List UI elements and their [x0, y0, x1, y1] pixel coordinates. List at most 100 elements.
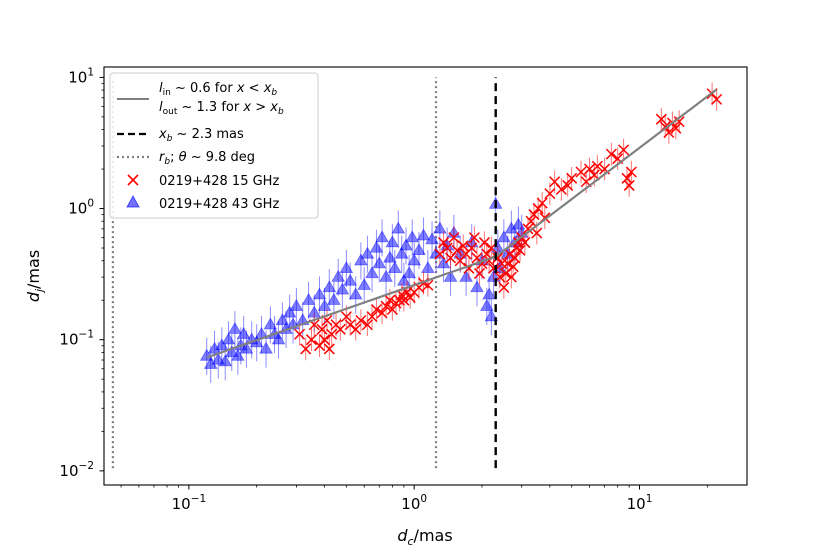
point-15ghz-stroke — [531, 227, 543, 239]
point-15ghz-stroke — [528, 209, 540, 221]
point-15ghz-stroke — [344, 319, 356, 331]
point-15ghz-stroke — [366, 311, 378, 323]
legend-15ghz-label: 0219+428 15 GHz — [159, 174, 279, 189]
point-15ghz — [384, 294, 396, 306]
point-43ghz — [271, 332, 286, 345]
point-43ghz — [412, 243, 426, 255]
point-15ghz-stroke — [536, 197, 548, 209]
point-15ghz — [673, 116, 685, 128]
point-43ghz — [372, 256, 387, 269]
point-43ghz — [218, 354, 233, 367]
point-15ghz — [468, 232, 480, 244]
y-tick-base: 10 — [68, 68, 87, 86]
point-43ghz — [470, 280, 484, 293]
point-15ghz — [711, 93, 723, 105]
point-43ghz — [407, 253, 422, 266]
point-15ghz — [507, 261, 519, 273]
point-15ghz — [509, 252, 521, 264]
point-15ghz — [361, 319, 373, 331]
point-43ghz — [385, 235, 400, 248]
point-43ghz — [391, 221, 406, 234]
point-43ghz — [224, 345, 239, 358]
point-15ghz-stroke — [492, 252, 504, 264]
point-15ghz-stroke — [457, 240, 469, 252]
point-15ghz — [498, 281, 510, 294]
x-axis-ticks: 10−1 100 101 — [120, 485, 708, 513]
x-tick-exp: 0 — [420, 493, 427, 505]
y-tick-base: 10 — [59, 462, 78, 480]
point-43ghz — [214, 338, 229, 351]
point-15ghz-stroke — [673, 116, 685, 128]
point-15ghz — [355, 314, 367, 327]
point-15ghz-stroke — [404, 291, 416, 303]
point-43ghz — [282, 305, 297, 318]
point-43ghz — [343, 273, 358, 286]
point-15ghz — [478, 237, 490, 249]
point-43ghz — [394, 246, 409, 259]
point-43ghz — [357, 277, 372, 290]
point-15ghz — [326, 328, 338, 340]
point-15ghz-stroke — [502, 258, 514, 270]
point-15ghz-stroke — [355, 314, 367, 327]
point-15ghz-stroke — [478, 237, 490, 249]
point-15ghz-stroke — [300, 343, 312, 355]
x-tick-label: 101 — [627, 493, 653, 513]
point-15ghz-stroke — [562, 179, 574, 191]
point-15ghz-stroke — [321, 314, 333, 327]
legend: lin ~ 0.6 for x < xb lout ~ 1.3 for x > … — [109, 72, 319, 219]
y-axis-label: dj/mas — [24, 250, 46, 302]
point-15ghz-stroke — [544, 188, 556, 200]
point-43ghz — [259, 341, 273, 354]
point-15ghz — [505, 271, 517, 283]
point-15ghz — [319, 334, 331, 346]
x-tick-label: 10−1 — [172, 493, 207, 513]
point-15ghz — [445, 252, 457, 264]
point-15ghz — [625, 166, 637, 178]
y-tick-label: 100 — [68, 198, 94, 218]
point-15ghz — [621, 172, 633, 184]
point-15ghz — [575, 166, 587, 178]
point-43ghz — [482, 287, 496, 300]
y-tick-exp: 1 — [87, 66, 94, 78]
point-43ghz — [383, 250, 397, 263]
point-15ghz — [528, 209, 540, 221]
point-15ghz-stroke — [514, 244, 526, 256]
point-15ghz-stroke — [316, 323, 328, 335]
point-15ghz-stroke — [474, 267, 486, 279]
point-15ghz-stroke — [498, 281, 510, 294]
point-15ghz — [466, 242, 478, 254]
point-43ghz — [416, 228, 431, 241]
data-layer — [111, 77, 723, 469]
point-43ghz — [402, 266, 417, 279]
point-43ghz — [369, 240, 384, 253]
legend-fit-line-1: lin ~ 0.6 for x < xb — [159, 81, 277, 98]
point-15ghz-stroke — [319, 334, 331, 346]
point-15ghz-stroke — [655, 113, 667, 125]
point-15ghz-stroke — [340, 311, 352, 323]
point-43ghz — [301, 292, 316, 305]
point-15ghz — [536, 197, 548, 209]
point-43ghz — [375, 230, 389, 243]
point-43ghz — [360, 246, 375, 259]
point-15ghz-stroke — [445, 252, 457, 264]
point-43ghz — [211, 352, 226, 365]
point-43ghz — [199, 348, 214, 361]
point-15ghz-stroke — [488, 262, 500, 274]
point-15ghz — [514, 244, 526, 256]
point-15ghz — [481, 248, 493, 260]
point-15ghz-stroke — [481, 248, 493, 260]
point-15ghz-stroke — [451, 244, 463, 256]
point-15ghz-stroke — [599, 163, 611, 175]
fit-line — [206, 88, 718, 359]
point-15ghz — [655, 113, 667, 125]
point-43ghz — [496, 230, 511, 243]
point-15ghz — [605, 148, 617, 160]
point-15ghz-stroke — [305, 334, 317, 346]
point-15ghz-stroke — [621, 172, 633, 184]
point-15ghz-stroke — [566, 172, 578, 184]
legend-dotted-label: rb; θ ~ 9.8 deg — [159, 150, 255, 167]
point-43ghz — [236, 326, 251, 339]
point-15ghz-stroke — [326, 328, 338, 340]
x-axis-label: dc/mas — [397, 526, 452, 548]
point-15ghz-stroke — [549, 176, 561, 188]
